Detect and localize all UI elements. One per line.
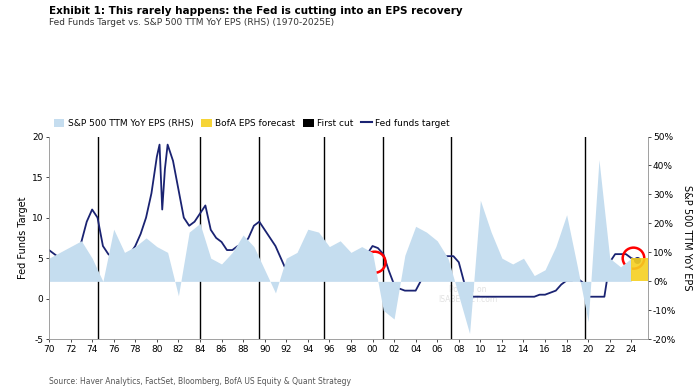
Y-axis label: Fed Funds Target: Fed Funds Target [18, 197, 28, 279]
Text: Fed Funds Target vs. S&P 500 TTM YoY EPS (RHS) (1970-2025E): Fed Funds Target vs. S&P 500 TTM YoY EPS… [49, 18, 334, 27]
Text: Exhibit 1: This rarely happens: the Fed is cutting into an EPS recovery: Exhibit 1: This rarely happens: the Fed … [49, 6, 463, 16]
Text: Posted on
ISABELNET.com: Posted on ISABELNET.com [438, 285, 498, 304]
Y-axis label: S&P 500 TTM YoY EPS: S&P 500 TTM YoY EPS [682, 185, 692, 291]
Legend: S&P 500 TTM YoY EPS (RHS), BofA EPS forecast, First cut, Fed funds target: S&P 500 TTM YoY EPS (RHS), BofA EPS fore… [53, 119, 450, 128]
Text: Source: Haver Analytics, FactSet, Bloomberg, BofA US Equity & Quant Strategy: Source: Haver Analytics, FactSet, Bloomb… [49, 377, 351, 386]
